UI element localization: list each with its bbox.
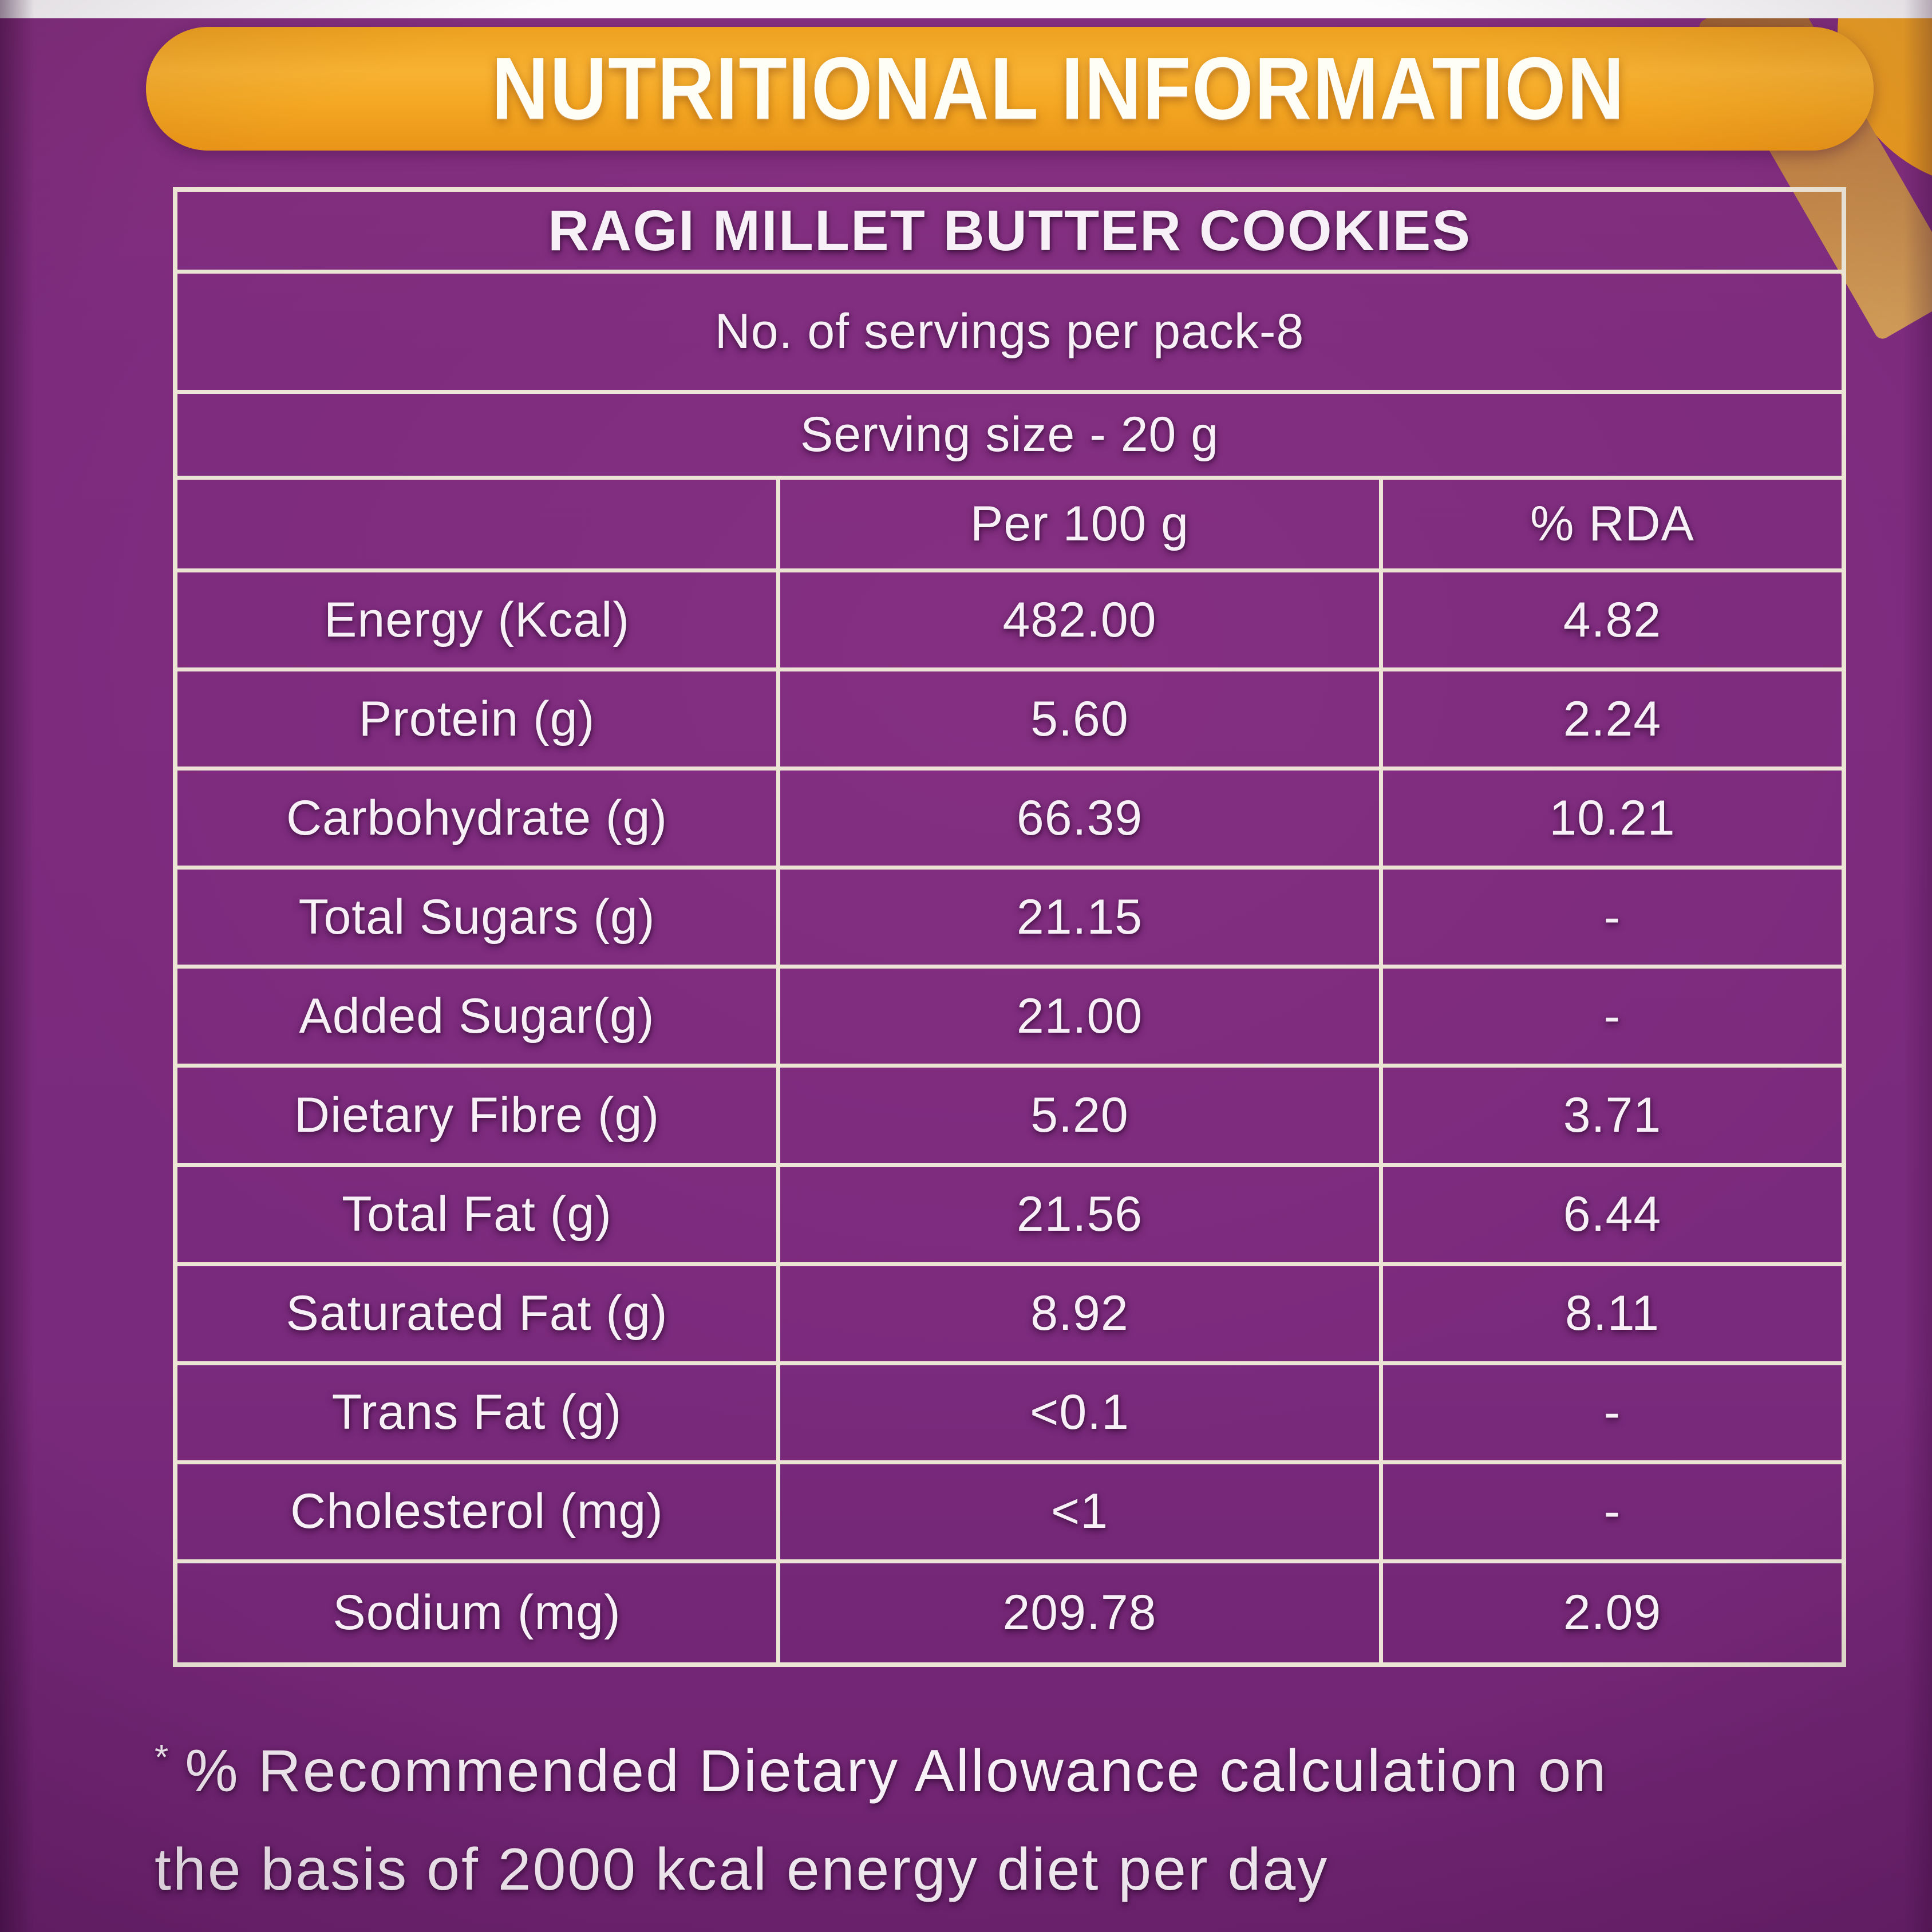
row-value-cholesterol-rda: - bbox=[1383, 1464, 1842, 1563]
footnote-marker: * bbox=[155, 1738, 171, 1777]
row-value-protein-rda: 2.24 bbox=[1383, 671, 1842, 771]
footnote-text-1: % Recommended Dietary Allowance calculat… bbox=[185, 1738, 1608, 1804]
rda-footnote: * % Recommended Dietary Allowance calcula… bbox=[155, 1709, 1607, 1919]
row-label-sodium: Sodium (mg) bbox=[177, 1563, 780, 1662]
column-header-blank bbox=[177, 480, 780, 572]
row-value-saturated-fat-per100g: 8.92 bbox=[780, 1266, 1383, 1365]
row-value-energy-rda: 4.82 bbox=[1383, 572, 1842, 672]
row-value-total-sugars-rda: - bbox=[1383, 870, 1842, 969]
row-value-total-fat-per100g: 21.56 bbox=[780, 1167, 1383, 1266]
row-value-energy-per100g: 482.00 bbox=[780, 572, 1383, 672]
row-label-total-sugars: Total Sugars (g) bbox=[177, 870, 780, 969]
row-value-trans-fat-rda: - bbox=[1383, 1365, 1842, 1464]
row-value-total-sugars-per100g: 21.15 bbox=[780, 870, 1383, 969]
row-label-added-sugar: Added Sugar(g) bbox=[177, 969, 780, 1068]
row-value-dietary-fibre-per100g: 5.20 bbox=[780, 1068, 1383, 1167]
row-value-cholesterol-per100g: <1 bbox=[780, 1464, 1383, 1563]
footnote-text-2: the basis of 2000 kcal energy diet per d… bbox=[155, 1836, 1329, 1903]
serving-size: Serving size - 20 g bbox=[177, 394, 1842, 480]
row-label-carbohydrate: Carbohydrate (g) bbox=[177, 771, 780, 870]
row-value-trans-fat-per100g: <0.1 bbox=[780, 1365, 1383, 1464]
column-header-rda: % RDA bbox=[1383, 480, 1842, 572]
top-white-strip bbox=[0, 0, 1932, 18]
row-value-sodium-per100g: 209.78 bbox=[780, 1563, 1383, 1662]
row-value-carbohydrate-per100g: 66.39 bbox=[780, 771, 1383, 870]
row-label-trans-fat: Trans Fat (g) bbox=[177, 1365, 780, 1464]
banner-title: NUTRITIONAL INFORMATION bbox=[491, 39, 1626, 138]
product-title: RAGI MILLET BUTTER COOKIES bbox=[177, 192, 1842, 274]
row-value-total-fat-rda: 6.44 bbox=[1383, 1167, 1842, 1266]
row-value-carbohydrate-rda: 10.21 bbox=[1383, 771, 1842, 870]
row-value-sodium-rda: 2.09 bbox=[1563, 1585, 1662, 1640]
row-value-added-sugar-per100g: 21.00 bbox=[780, 969, 1383, 1068]
column-header-per-100g: Per 100 g bbox=[780, 480, 1383, 572]
row-label-cholesterol: Cholesterol (mg) bbox=[177, 1464, 780, 1563]
row-value-dietary-fibre-rda: 3.71 bbox=[1383, 1068, 1842, 1167]
row-value-saturated-fat-rda: 8.11 bbox=[1383, 1266, 1842, 1365]
row-label-saturated-fat: Saturated Fat (g) bbox=[177, 1266, 780, 1365]
row-label-total-fat: Total Fat (g) bbox=[177, 1167, 780, 1266]
servings-per-pack: No. of servings per pack-8 bbox=[177, 274, 1842, 394]
nutrition-table: RAGI MILLET BUTTER COOKIES No. of servin… bbox=[173, 187, 1846, 1667]
row-label-dietary-fibre: Dietary Fibre (g) bbox=[177, 1068, 780, 1167]
nutrition-banner: NUTRITIONAL INFORMATION bbox=[146, 27, 1874, 151]
footnote-line-2: the basis of 2000 kcal energy diet per d… bbox=[155, 1820, 1607, 1919]
row-label-protein: Protein (g) bbox=[177, 671, 780, 771]
row-label-energy: Energy (Kcal) bbox=[177, 572, 780, 672]
row-value-protein-per100g: 5.60 bbox=[780, 671, 1383, 771]
footnote-line-1: * % Recommended Dietary Allowance calcula… bbox=[155, 1709, 1607, 1820]
row-value-added-sugar-rda: - bbox=[1383, 969, 1842, 1068]
